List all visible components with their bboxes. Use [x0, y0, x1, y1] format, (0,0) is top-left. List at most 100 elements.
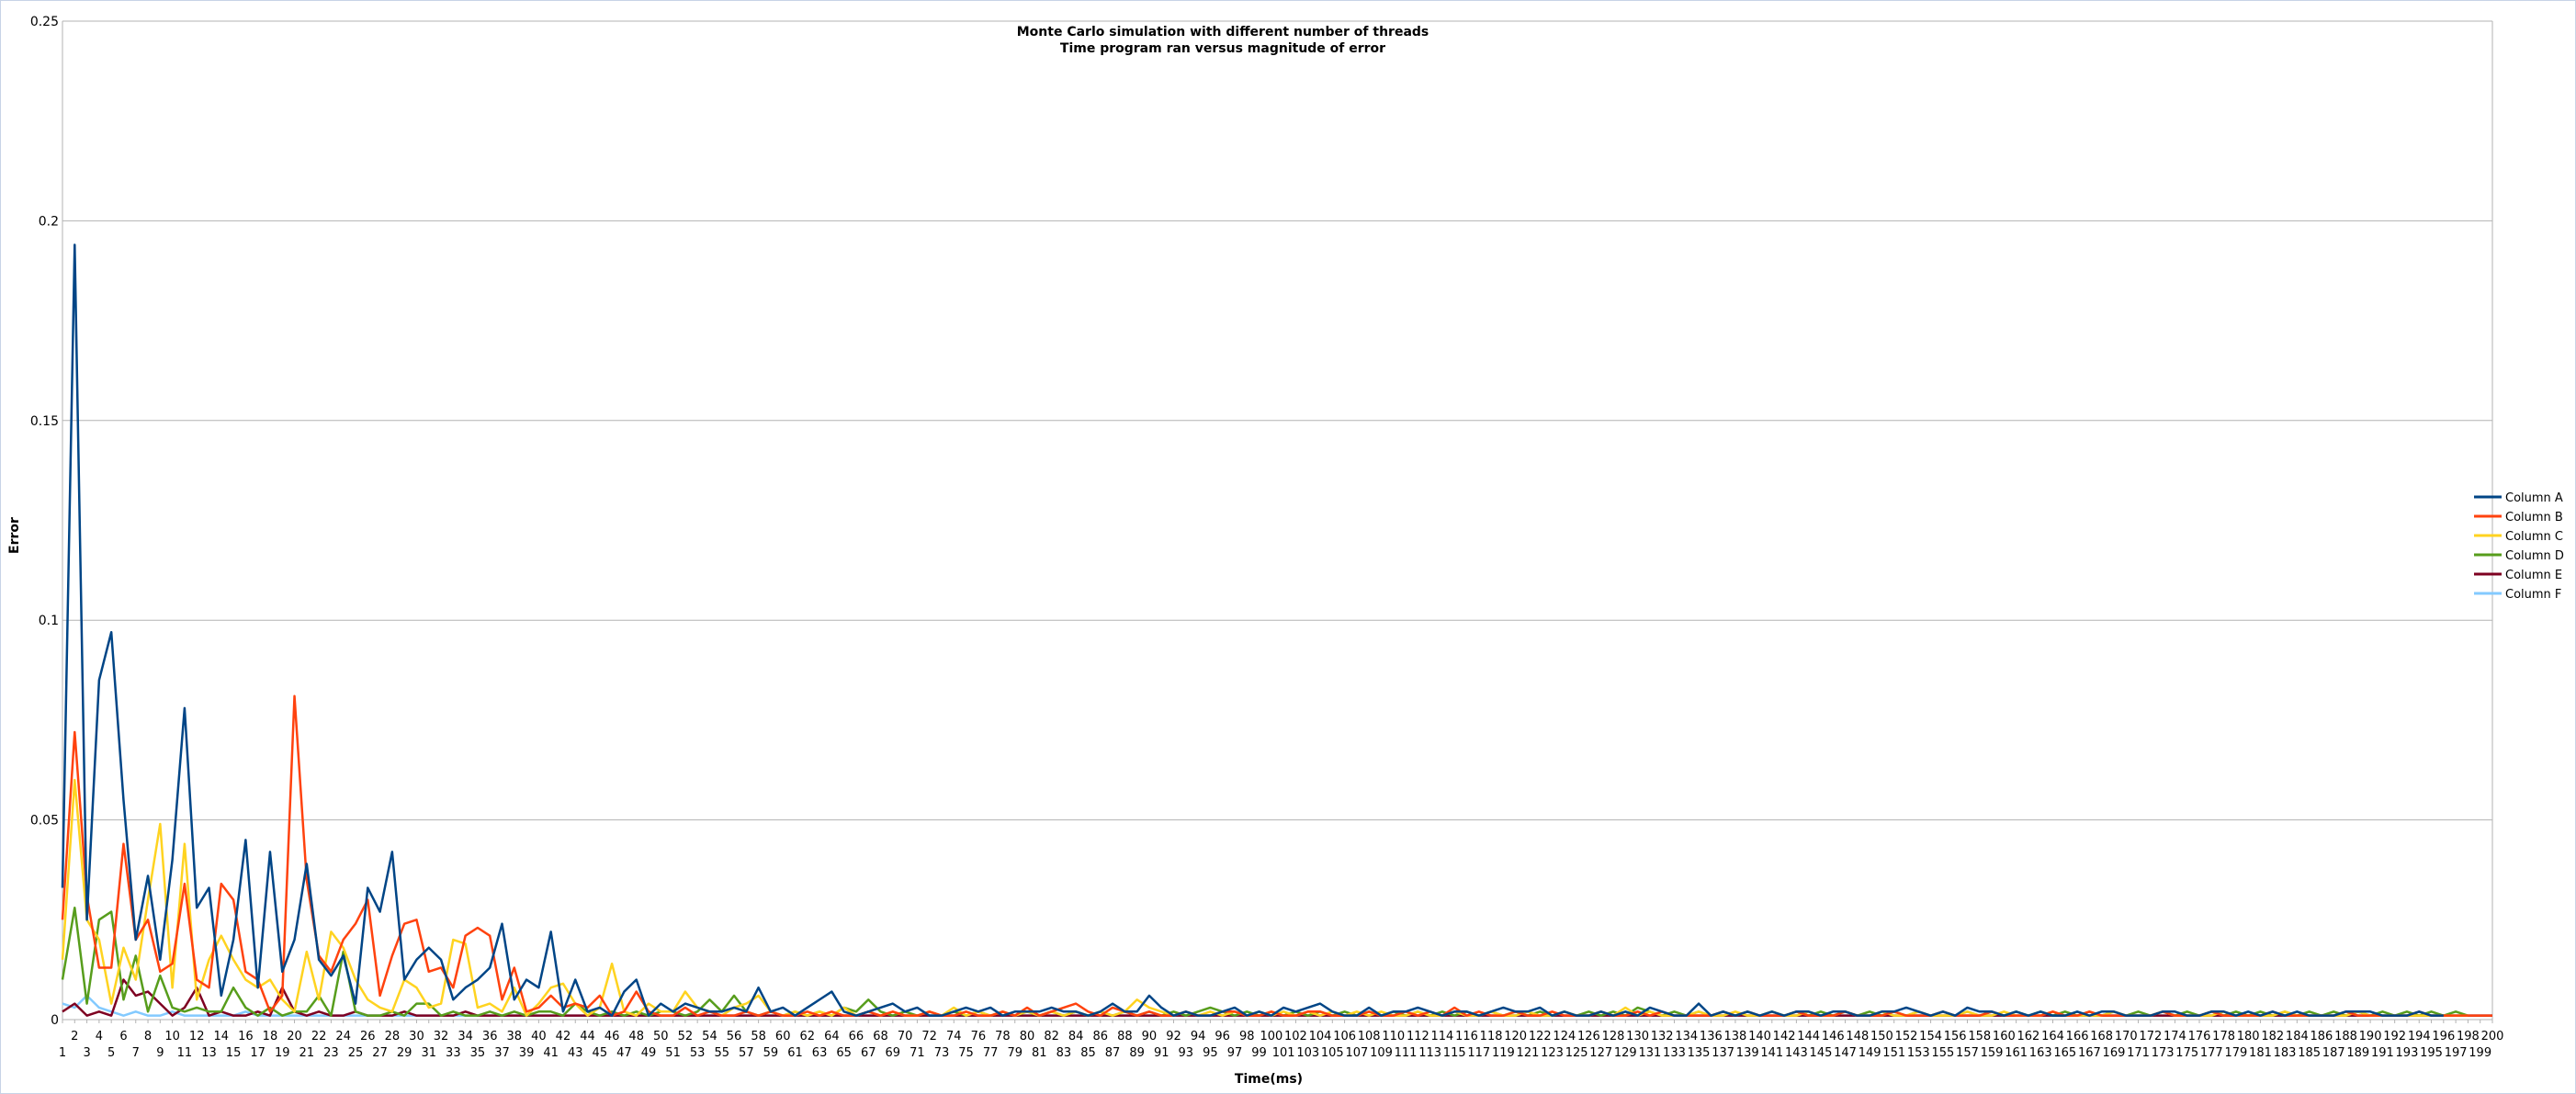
x-tick-label: 63: [812, 1046, 828, 1060]
x-tick-label: 179: [2224, 1046, 2247, 1060]
x-tick-label: 18: [263, 1030, 278, 1043]
x-tick-label: 104: [1309, 1030, 1332, 1043]
x-tick-label: 116: [1455, 1030, 1478, 1043]
x-tick-label: 145: [1810, 1046, 1833, 1060]
x-tick-label: 182: [2261, 1030, 2284, 1043]
x-tick-label: 122: [1529, 1030, 1552, 1043]
x-tick-label: 106: [1333, 1030, 1356, 1043]
x-tick-label: 177: [2200, 1046, 2223, 1060]
x-tick-label: 48: [628, 1030, 644, 1043]
x-tick-label: 168: [2090, 1030, 2113, 1043]
x-tick-label: 59: [763, 1046, 779, 1060]
x-tick-label: 49: [641, 1046, 657, 1060]
x-tick-label: 12: [189, 1030, 205, 1043]
x-tick-label: 68: [873, 1030, 888, 1043]
legend: Column A Column B Column C Column D Column E…: [2474, 491, 2564, 602]
x-tick-label: 158: [1968, 1030, 1991, 1043]
x-tick-label: 38: [507, 1030, 523, 1043]
series-line-column-c: [61, 778, 2469, 1017]
x-tick-label: 71: [910, 1046, 925, 1060]
x-tick-label: 75: [958, 1046, 974, 1060]
x-tick-label: 139: [1736, 1046, 1759, 1060]
x-tick-label: 152: [1895, 1030, 1918, 1043]
x-tick-label: 156: [1944, 1030, 1967, 1043]
x-tick-label: 98: [1239, 1030, 1255, 1043]
x-tick-label: 132: [1651, 1030, 1674, 1043]
x-tick-label: 2: [71, 1030, 78, 1043]
x-tick-label: 67: [861, 1046, 876, 1060]
x-tick-label: 64: [824, 1030, 840, 1043]
x-tick-label: 66: [849, 1030, 864, 1043]
x-tick-label: 137: [1712, 1046, 1734, 1060]
x-tick-label: 131: [1638, 1046, 1661, 1060]
series-line-column-a: [61, 243, 2444, 1017]
x-tick-label: 192: [2383, 1030, 2406, 1043]
x-tick-label: 146: [1822, 1030, 1845, 1043]
x-tick-label: 58: [751, 1030, 766, 1043]
x-tick-labels: 1234567891011121314151617181920212223242…: [59, 1020, 2504, 1060]
y-tick-label: 0.15: [30, 414, 59, 429]
legend-label: Column E: [2505, 569, 2562, 582]
x-tick-label: 43: [568, 1046, 583, 1060]
x-tick-label: 46: [604, 1030, 620, 1043]
x-tick-label: 20: [287, 1030, 302, 1043]
x-tick-label: 78: [995, 1030, 1011, 1043]
x-tick-label: 47: [616, 1046, 632, 1060]
x-tick-label: 191: [2371, 1046, 2394, 1060]
x-tick-label: 62: [800, 1030, 816, 1043]
x-tick-label: 151: [1882, 1046, 1905, 1060]
x-tick-label: 102: [1284, 1030, 1307, 1043]
x-tick-label: 147: [1834, 1046, 1857, 1060]
x-tick-label: 28: [385, 1030, 401, 1043]
y-tick-label: 0.2: [39, 214, 59, 229]
y-tick-label: 0: [51, 1013, 59, 1028]
x-tick-label: 72: [921, 1030, 937, 1043]
x-tick-label: 170: [2115, 1030, 2138, 1043]
x-tick-label: 80: [1020, 1030, 1035, 1043]
x-tick-label: 124: [1553, 1030, 1576, 1043]
y-tick-label: 0.1: [39, 614, 59, 628]
x-tick-label: 45: [593, 1046, 608, 1060]
x-tick-label: 190: [2359, 1030, 2382, 1043]
x-tick-label: 52: [678, 1030, 694, 1043]
x-axis-label: Time(ms): [1235, 1072, 1303, 1087]
x-tick-label: 120: [1504, 1030, 1527, 1043]
x-tick-label: 126: [1577, 1030, 1600, 1043]
x-tick-label: 4: [96, 1030, 103, 1043]
y-axis-label: Error: [7, 517, 22, 554]
x-tick-label: 3: [83, 1046, 90, 1060]
x-tick-label: 186: [2310, 1030, 2333, 1043]
x-tick-label: 117: [1467, 1046, 1490, 1060]
x-tick-label: 110: [1382, 1030, 1405, 1043]
x-tick-label: 41: [543, 1046, 559, 1060]
x-tick-label: 6: [119, 1030, 127, 1043]
x-tick-label: 175: [2175, 1046, 2198, 1060]
x-tick-label: 36: [482, 1030, 498, 1043]
x-tick-label: 159: [1981, 1046, 2004, 1060]
x-tick-label: 111: [1395, 1046, 1418, 1060]
x-tick-label: 194: [2408, 1030, 2431, 1043]
x-tick-label: 121: [1517, 1046, 1540, 1060]
x-tick-label: 123: [1541, 1046, 1564, 1060]
x-tick-label: 74: [946, 1030, 962, 1043]
legend-label: Column F: [2505, 588, 2561, 602]
x-tick-label: 15: [226, 1046, 242, 1060]
x-tick-label: 114: [1431, 1030, 1454, 1043]
x-tick-label: 200: [2481, 1030, 2504, 1043]
x-tick-label: 25: [348, 1046, 364, 1060]
x-tick-label: 178: [2212, 1030, 2235, 1043]
x-tick-label: 185: [2298, 1046, 2321, 1060]
x-tick-label: 57: [739, 1046, 754, 1060]
x-tick-label: 195: [2420, 1046, 2443, 1060]
x-tick-label: 17: [250, 1046, 266, 1060]
x-tick-label: 181: [2249, 1046, 2272, 1060]
x-tick-label: 169: [2103, 1046, 2126, 1060]
x-tick-label: 125: [1565, 1046, 1588, 1060]
x-tick-label: 196: [2432, 1030, 2455, 1043]
x-tick-label: 7: [132, 1046, 140, 1060]
gridlines: [62, 20, 2492, 1021]
x-tick-label: 153: [1907, 1046, 1930, 1060]
x-tick-label: 81: [1032, 1046, 1047, 1060]
x-tick-label: 89: [1129, 1046, 1145, 1060]
